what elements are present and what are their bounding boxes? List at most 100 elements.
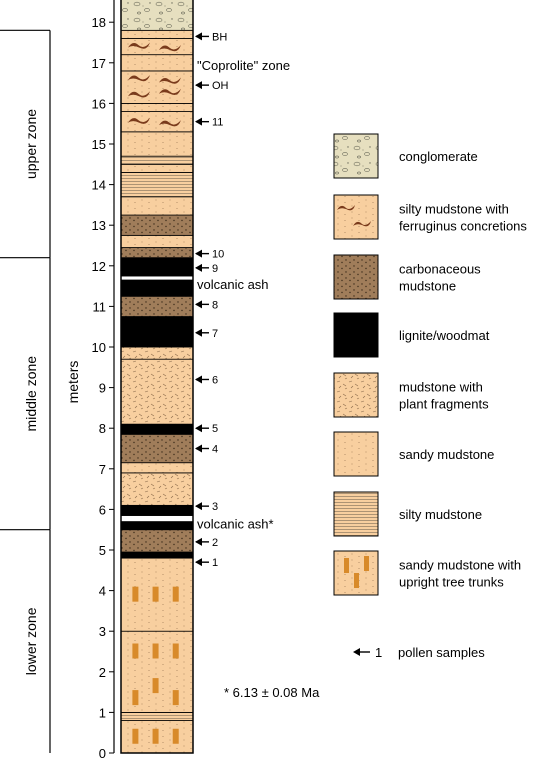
annotation-label: volcanic ash	[197, 277, 269, 292]
layer-conglomerate	[120, 0, 194, 31]
sample-label: 10	[212, 249, 224, 261]
legend-item-silty: silty mudstone	[333, 491, 482, 537]
sample-label: 9	[212, 263, 218, 275]
sample-label: OH	[212, 80, 229, 92]
arrow-left-icon	[195, 502, 202, 511]
layer-sandy	[120, 462, 194, 474]
sample-label: 5	[212, 423, 218, 435]
legend-label: carbonaceous	[399, 262, 481, 277]
meter-axis: 012345678910111213141516171819	[92, 0, 115, 761]
layer-carbonaceous	[120, 295, 194, 317]
pollen-sample-4: 4	[195, 444, 218, 456]
layer-carbonaceous	[120, 433, 194, 464]
layer-sandy	[120, 103, 194, 112]
legend-item-sandy: sandy mudstone	[333, 431, 494, 477]
tick-label: 15	[92, 137, 106, 152]
pollen-sample-5: 5	[195, 423, 218, 435]
layer-sandy	[120, 163, 194, 173]
legend-label: silty mudstone	[399, 507, 482, 522]
arrow-left-icon	[195, 263, 202, 272]
arrow-left-icon	[195, 249, 202, 258]
tick-label: 9	[99, 381, 106, 396]
tick-label: 5	[99, 543, 106, 558]
sample-label: 7	[212, 328, 218, 340]
layer-lignite	[120, 504, 194, 516]
layer-concretion	[120, 70, 194, 104]
layer-lignite	[120, 316, 194, 348]
sample-label: 6	[212, 374, 218, 386]
legend-swatch	[333, 312, 379, 358]
legend-label: ferruginus concretions	[399, 219, 527, 234]
arrow-left-icon	[195, 558, 202, 567]
pollen-sample-2: 2	[195, 537, 218, 549]
layer-carbonaceous	[120, 214, 194, 236]
legend-label: plant fragments	[399, 397, 489, 412]
layer-sandy	[120, 54, 194, 72]
legend-label: sandy mudstone with	[399, 558, 521, 573]
layer-lignite	[120, 521, 194, 531]
layer-lignite	[120, 551, 194, 559]
layer-carbonaceous	[120, 529, 194, 553]
sample-label: BH	[212, 31, 227, 43]
column-layers	[120, 0, 194, 754]
tick-label: 2	[99, 665, 106, 680]
tick-label: 4	[99, 584, 106, 599]
legend-label: lignite/woodmat	[399, 328, 490, 343]
age-footnote: * 6.13 ± 0.08 Ma	[224, 685, 320, 700]
layer-sandy	[120, 131, 194, 157]
legend-label: conglomerate	[399, 149, 478, 164]
legend-swatch	[333, 431, 379, 477]
arrow-left-icon	[195, 537, 202, 546]
arrow-left-icon	[353, 648, 360, 656]
layer-concretion	[120, 38, 194, 56]
tick-label: 18	[92, 15, 106, 30]
layer-plant	[120, 358, 194, 425]
arrow-left-icon	[195, 32, 202, 41]
pollen-sample-6: 6	[195, 374, 218, 386]
layer-silty	[120, 155, 194, 165]
layer-ash	[120, 275, 194, 281]
layer-sandy	[120, 234, 194, 248]
tick-label: 3	[99, 624, 106, 639]
legend-swatch	[333, 194, 379, 240]
zone-label: middle zone	[23, 356, 39, 432]
layer-sandy	[120, 29, 194, 39]
pollen-sample-10: 10	[195, 249, 224, 261]
legend-item-conglomerate: conglomerate	[333, 133, 478, 179]
pollen-sample-8: 8	[195, 299, 218, 311]
tick-label: 12	[92, 259, 106, 274]
sample-label: 4	[212, 444, 218, 456]
pollen-sample-11: 11	[195, 117, 223, 129]
pollen-sample-markers: 1 2 3 4 5 6 7 8 9 10 11 OH BH	[195, 31, 229, 569]
layer-silty	[120, 172, 194, 198]
tick-label: 17	[92, 56, 106, 71]
arrow-left-icon	[195, 444, 202, 453]
legend-label: mudstone	[399, 279, 456, 294]
legend-label: upright tree trunks	[399, 575, 504, 590]
axis-label: meters	[65, 361, 81, 404]
column-outline	[120, 0, 194, 754]
legend-swatch	[333, 254, 379, 300]
sample-label: 8	[212, 299, 218, 311]
layer-ash	[120, 515, 194, 522]
pollen-sample-3: 3	[195, 501, 218, 513]
layer-lignite	[120, 279, 194, 297]
pollen-sample-7: 7	[195, 328, 218, 340]
legend-item-sandy_tree: sandy mudstone with upright tree trunks	[333, 550, 521, 596]
legend-label: silty mudstone with	[399, 202, 509, 217]
layer-sandy	[120, 196, 194, 216]
layer-sandy_tree	[120, 630, 194, 713]
legend-item-carbonaceous: carbonaceous mudstone	[333, 254, 481, 300]
tick-label: 8	[99, 421, 106, 436]
column-annotations: "Coprolite" zone volcanic ash volcanic ash…	[197, 58, 290, 532]
tick-label: 14	[92, 178, 106, 193]
pollen-sample-1: 1	[195, 557, 218, 569]
annotation-label: "Coprolite" zone	[197, 58, 290, 73]
legend-label: sandy mudstone	[399, 447, 494, 462]
layer-sandy_tree	[120, 557, 194, 632]
legend-item-concretion: silty mudstone with ferruginus concretion…	[333, 194, 527, 240]
layer-carbonaceous	[120, 247, 194, 259]
tick-label: 6	[99, 502, 106, 517]
legend-item-plant: mudstone with plant fragments	[333, 372, 489, 418]
